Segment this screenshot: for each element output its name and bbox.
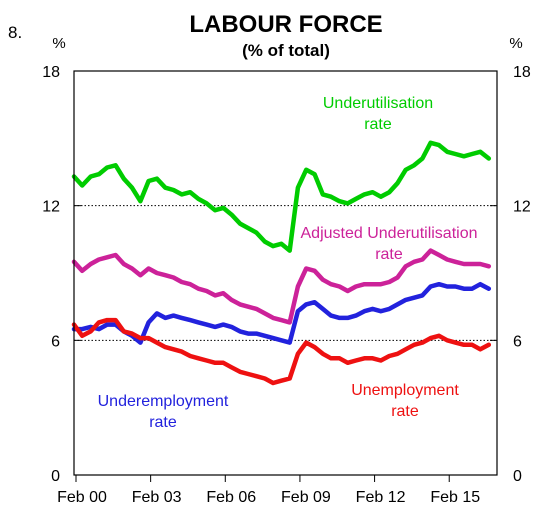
x-tick-label: Feb 03	[132, 489, 182, 506]
x-tick-label: Feb 12	[356, 489, 406, 506]
x-tick-label: Feb 06	[206, 489, 256, 506]
y-tick-label-left: 18	[42, 64, 60, 81]
underemployment-label-line: rate	[149, 414, 177, 431]
y-tick-label-right: 0	[513, 468, 522, 485]
unemployment-line	[71, 317, 492, 386]
underutilisation-label-line: rate	[364, 116, 392, 133]
unemployment-label-line: Unemployment	[351, 382, 459, 399]
underemployment-label-line: Underemployment	[98, 393, 229, 410]
adjusted-underutilisation-label-line: Adjusted Underutilisation	[301, 225, 478, 242]
x-tick-label: Feb 00	[57, 489, 107, 506]
x-tick-label: Feb 15	[430, 489, 480, 506]
adjusted-underutilisation-label-line: rate	[375, 246, 403, 263]
y-tick-label-left: 0	[51, 468, 60, 485]
underutilisation-line	[71, 140, 492, 253]
series-lines	[71, 140, 492, 386]
y-tick-label-right: 12	[513, 199, 531, 216]
figure-number: 8.	[8, 23, 22, 42]
chart-title: LABOUR FORCE	[189, 11, 382, 38]
y-tick-label-left: 12	[42, 199, 60, 216]
chart-subtitle: (% of total)	[242, 41, 330, 60]
unemployment-label-line: rate	[391, 403, 419, 420]
axis-ticks: 0 0 6 6 12 12 18 18 Feb 00 Feb 03 Feb 06 Feb 09 Feb …	[42, 64, 531, 506]
y-tick-label-left: 6	[51, 333, 60, 350]
series-labels: Underutilisation rate Adjusted Underutilis…	[98, 95, 478, 431]
y-unit-left: %	[52, 35, 65, 52]
y-tick-label-right: 18	[513, 64, 531, 81]
x-tick-label: Feb 09	[281, 489, 331, 506]
adjusted-underutilisation-line	[71, 248, 492, 325]
y-unit-right: %	[509, 35, 522, 52]
y-tick-label-right: 6	[513, 333, 522, 350]
underutilisation-label-line: Underutilisation	[323, 95, 433, 112]
plot-frame	[73, 70, 498, 476]
